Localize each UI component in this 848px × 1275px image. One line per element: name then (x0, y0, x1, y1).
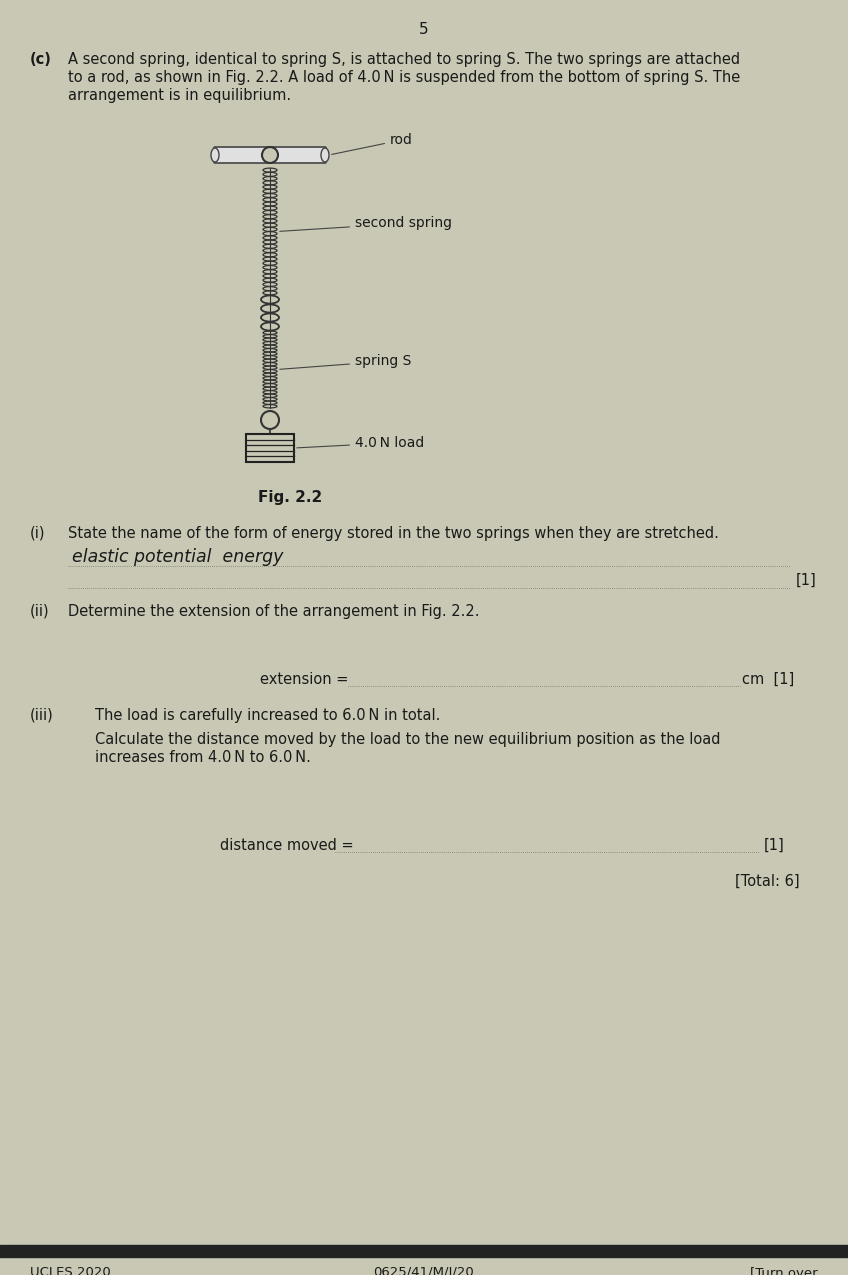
Text: Calculate the distance moved by the load to the new equilibrium position as the : Calculate the distance moved by the load… (95, 732, 721, 747)
Text: spring S: spring S (280, 354, 411, 370)
Ellipse shape (211, 148, 219, 162)
Text: 5: 5 (419, 22, 429, 37)
Text: (iii): (iii) (30, 708, 53, 723)
Text: arrangement is in equilibrium.: arrangement is in equilibrium. (68, 88, 291, 103)
Text: [1]: [1] (764, 838, 784, 853)
Text: The load is carefully increased to 6.0 N in total.: The load is carefully increased to 6.0 N… (95, 708, 440, 723)
Text: rod: rod (332, 133, 413, 154)
Text: Fig. 2.2: Fig. 2.2 (258, 490, 322, 505)
Text: second spring: second spring (280, 217, 452, 231)
Bar (246, 434, 294, 462)
Text: extension =: extension = (260, 672, 353, 687)
Text: 4.0 N load: 4.0 N load (297, 436, 424, 450)
Text: State the name of the form of energy stored in the two springs when they are str: State the name of the form of energy sto… (68, 527, 719, 541)
Text: UCLES 2020: UCLES 2020 (30, 1266, 111, 1275)
Text: (i): (i) (30, 527, 46, 541)
Text: (c): (c) (30, 52, 52, 68)
Text: [1]: [1] (796, 572, 817, 588)
Text: [Total: 6]: [Total: 6] (735, 873, 800, 889)
Text: distance moved =: distance moved = (220, 838, 358, 853)
Text: Determine the extension of the arrangement in Fig. 2.2.: Determine the extension of the arrangeme… (68, 604, 479, 618)
Text: (ii): (ii) (30, 604, 50, 618)
Text: 0625/41/M/J/20: 0625/41/M/J/20 (374, 1266, 474, 1275)
Text: cm  [1]: cm [1] (742, 672, 795, 687)
Text: [Turn over: [Turn over (750, 1266, 818, 1275)
Ellipse shape (261, 411, 279, 428)
FancyBboxPatch shape (214, 147, 326, 163)
Ellipse shape (262, 147, 278, 163)
Text: increases from 4.0 N to 6.0 N.: increases from 4.0 N to 6.0 N. (95, 750, 311, 765)
Ellipse shape (321, 148, 329, 162)
Text: A second spring, identical to spring S, is attached to spring S. The two springs: A second spring, identical to spring S, … (68, 52, 740, 68)
Text: to a rod, as shown in Fig. 2.2. A load of 4.0 N is suspended from the bottom of : to a rod, as shown in Fig. 2.2. A load o… (68, 70, 740, 85)
Text: elastic potential  energy: elastic potential energy (72, 548, 283, 566)
